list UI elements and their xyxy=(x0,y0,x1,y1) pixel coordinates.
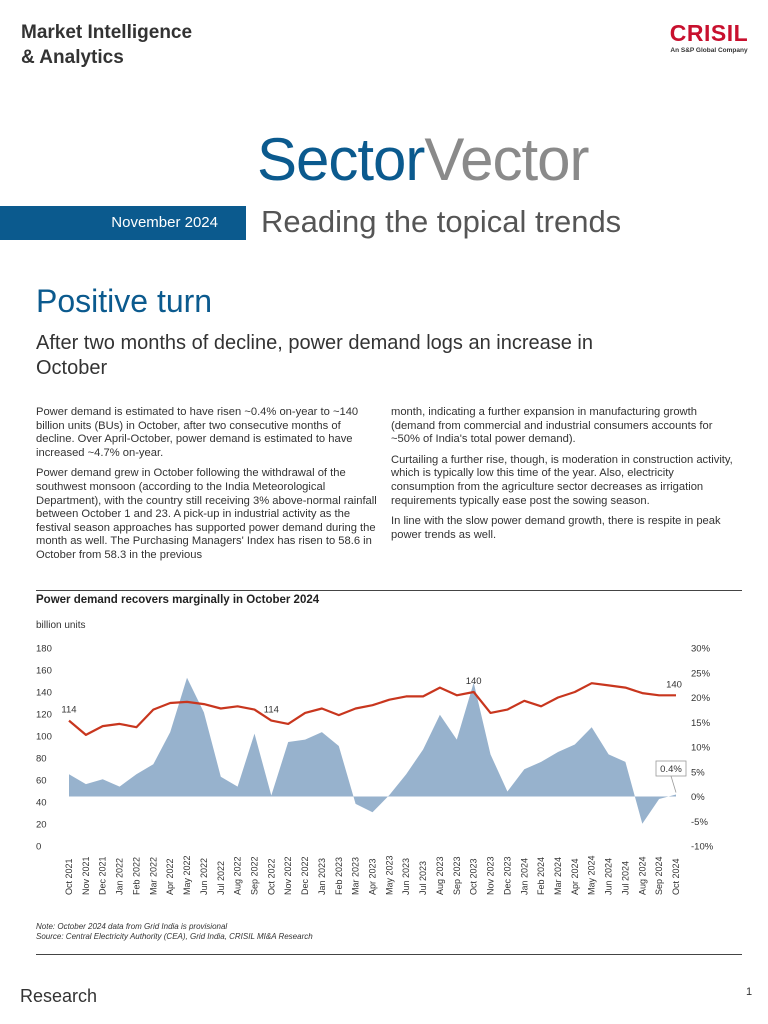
x-axis-tick-label: Dec 2023 xyxy=(502,856,512,895)
data-label: 0.4% xyxy=(660,764,682,775)
y-axis-tick-label: 180 xyxy=(36,644,52,655)
brand-name: Market Intelligence & Analytics xyxy=(21,20,192,70)
x-axis-tick-label: Sep 2024 xyxy=(654,856,664,895)
x-axis-tick-label: Oct 2024 xyxy=(671,858,681,895)
article-headline: Positive turn xyxy=(36,283,213,319)
y2-axis-tick-label: 10% xyxy=(691,743,711,754)
date-bar: November 2024 xyxy=(0,206,246,240)
y2-axis-tick-label: 15% xyxy=(691,718,711,729)
x-axis-tick-label: May 2024 xyxy=(587,855,597,895)
y2-axis-tick-label: 25% xyxy=(691,668,711,679)
x-axis-tick-label: Nov 2022 xyxy=(283,856,293,895)
x-axis-tick-label: Feb 2022 xyxy=(131,857,141,895)
y2-axis-tick-label: -10% xyxy=(691,842,714,853)
article-subheadline: After two months of decline, power deman… xyxy=(36,332,593,379)
chart-top-rule xyxy=(36,590,742,591)
x-axis-tick-label: Mar 2022 xyxy=(148,857,158,895)
x-axis-tick-label: Nov 2023 xyxy=(486,856,496,895)
y-axis-tick-label: 20 xyxy=(36,820,47,831)
x-axis-tick-label: Aug 2023 xyxy=(435,856,445,895)
x-axis-tick-label: Jun 2022 xyxy=(199,858,209,895)
brand-line-1: Market Intelligence xyxy=(21,22,193,43)
y-axis-tick-label: 80 xyxy=(36,754,47,765)
x-axis-tick-label: Jan 2024 xyxy=(519,858,529,895)
x-axis-tick-label: Mar 2024 xyxy=(553,857,563,895)
chart-notes: Note: October 2024 data from Grid India … xyxy=(36,922,313,942)
x-axis-tick-label: Nov 2021 xyxy=(81,856,91,895)
masthead-title-part1: Sector xyxy=(257,126,425,193)
x-axis-tick-label: Jul 2023 xyxy=(418,861,428,895)
masthead-title: SectorVector xyxy=(257,124,590,196)
paragraph: Power demand is estimated to have risen … xyxy=(36,406,359,459)
logo-subtitle: An S&P Global Company xyxy=(670,47,748,54)
power-demand-chart: 0 20 40 60 80 100 120 140 160 180 -10% -5% 0% 5% 10% 15… xyxy=(36,644,714,896)
x-axis-tick-label: Sep 2023 xyxy=(452,856,462,895)
masthead-title-part2: Vector xyxy=(424,126,589,193)
tagline: Reading the topical trends xyxy=(261,204,622,239)
x-axis-tick-label: May 2022 xyxy=(182,855,192,895)
chart-title: Power demand recovers marginally in Octo… xyxy=(36,594,320,606)
y2-axis-tick-label: 0% xyxy=(691,792,705,803)
y2-axis-tick-label: 30% xyxy=(691,644,711,655)
y-axis-tick-label: 60 xyxy=(36,776,47,787)
x-axis-tick-label: Aug 2022 xyxy=(233,856,243,895)
chart-y-axis-unit: billion units xyxy=(36,620,86,631)
brand-line-2: & Analytics xyxy=(21,47,124,68)
x-axis-tick-label: Feb 2023 xyxy=(334,857,344,895)
x-axis-tick-label: Jul 2022 xyxy=(216,861,226,895)
issue-date: November 2024 xyxy=(111,214,218,231)
article-column-2: month, indicating a further expansion in… xyxy=(391,406,733,549)
paragraph: Power demand grew in October following t… xyxy=(36,467,377,561)
footer-label: Research xyxy=(20,986,98,1006)
logo-word: CRISIL xyxy=(669,20,749,46)
x-axis-tick-label: Aug 2024 xyxy=(637,856,647,895)
data-label: 114 xyxy=(264,705,279,716)
page-number: 1 xyxy=(746,986,753,998)
paragraph: month, indicating a further expansion in… xyxy=(391,406,713,446)
x-axis-tick-label: Jun 2023 xyxy=(401,858,411,895)
x-axis-tick-label: May 2023 xyxy=(384,855,394,895)
x-axis-tick-label: Apr 2022 xyxy=(165,858,175,895)
paragraph: In line with the slow power demand growt… xyxy=(391,515,721,541)
chart-bottom-rule xyxy=(36,954,742,955)
x-axis-tick-label: Jan 2023 xyxy=(317,858,327,895)
y-axis-tick-label: 120 xyxy=(36,710,52,721)
x-axis-tick-label: Oct 2022 xyxy=(266,858,276,895)
data-label-leader xyxy=(670,775,677,793)
article-column-1: Power demand is estimated to have risen … xyxy=(36,406,378,570)
x-axis-tick-label: Apr 2023 xyxy=(368,858,378,895)
y-axis-tick-label: 100 xyxy=(36,732,52,743)
data-label: 114 xyxy=(61,705,76,716)
growth-area-series xyxy=(69,677,676,824)
x-axis-tick-label: Oct 2023 xyxy=(469,858,479,895)
y2-axis-tick-label: -5% xyxy=(691,817,708,828)
y-axis-tick-label: 40 xyxy=(36,798,47,809)
data-label: 140 xyxy=(666,679,682,690)
x-axis-tick-label: Jul 2024 xyxy=(620,861,630,895)
y-axis-tick-label: 160 xyxy=(36,666,52,677)
paragraph: Curtailing a further rise, though, is mo… xyxy=(391,453,733,507)
x-axis-tick-label: Mar 2023 xyxy=(351,857,361,895)
x-axis-tick-label: Apr 2024 xyxy=(570,858,580,895)
data-label: 140 xyxy=(466,676,482,687)
y2-axis-tick-label: 5% xyxy=(691,767,705,778)
x-axis-tick-label: Feb 2024 xyxy=(536,857,546,895)
x-axis-tick-label: Jun 2024 xyxy=(604,858,614,895)
y-axis-tick-label: 140 xyxy=(36,688,52,699)
x-axis-tick-label: Sep 2022 xyxy=(249,856,259,895)
crisil-logo: CRISIL An S&P Global Company xyxy=(664,20,754,55)
y-axis-tick-label: 0 xyxy=(36,842,41,853)
y2-axis-tick-label: 20% xyxy=(691,693,711,704)
x-axis-tick-label: Dec 2021 xyxy=(98,856,108,895)
chart-source: Source: Central Electricity Authority (C… xyxy=(36,932,313,941)
x-axis-tick-label: Oct 2021 xyxy=(64,858,74,895)
chart-note: Note: October 2024 data from Grid India … xyxy=(36,922,228,931)
demand-line-series xyxy=(68,682,676,737)
x-axis-tick-label: Dec 2022 xyxy=(300,856,310,895)
x-axis-tick-label: Jan 2022 xyxy=(115,858,125,895)
